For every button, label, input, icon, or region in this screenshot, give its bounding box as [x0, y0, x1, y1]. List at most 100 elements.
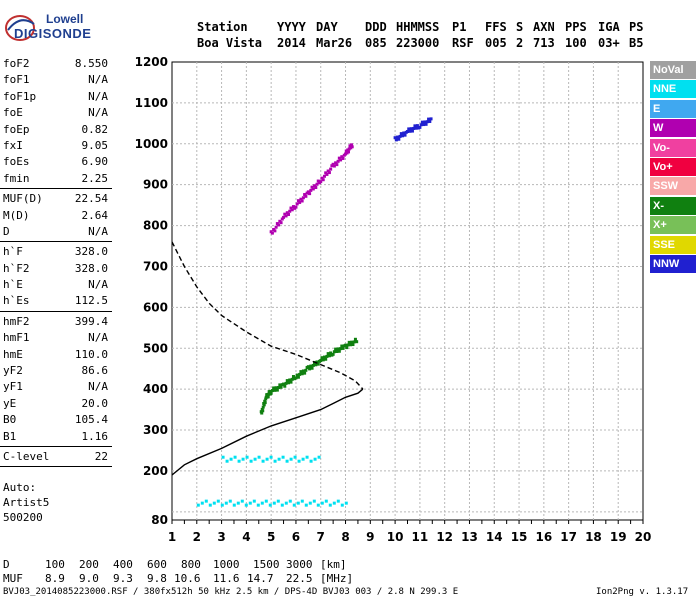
echo-trace-point: [299, 197, 303, 201]
auto-code: 500200: [3, 511, 43, 524]
header-value-year: 2014: [277, 36, 306, 50]
param-row-hmf1: hmF1 N/A: [0, 330, 112, 346]
footer-d-value: 3000: [286, 558, 313, 571]
footer-muf-label: MUF: [3, 572, 23, 585]
footer-muf-value: 11.6: [213, 572, 240, 585]
echo-band-point: [285, 459, 289, 463]
param-row-ye: yE 20.0: [0, 396, 112, 412]
echo-trace-point: [315, 360, 319, 364]
echo-trace-point: [282, 215, 286, 219]
echo-band-point: [344, 501, 348, 505]
echo-trace-point: [347, 340, 351, 344]
echo-trace-point: [336, 159, 340, 163]
param-row-b1: B1 1.16: [0, 429, 112, 445]
footer-muf-value: 10.6: [174, 572, 201, 585]
header-label-pps: PPS: [565, 20, 587, 34]
y-tick-label: 1100: [135, 96, 168, 110]
params-group-virtual-heights: h`F 328.0 h`F2 328.0 h`E N/A h`Es 112.5: [0, 244, 112, 310]
echo-band-point: [296, 501, 300, 505]
param-label: h`Es: [3, 294, 30, 308]
divider: [0, 310, 112, 314]
legend-item-x-minus: X-: [650, 196, 696, 215]
echo-trace-point: [310, 185, 314, 189]
echo-trace-point: [287, 212, 291, 216]
header-value-ddd: 085: [365, 36, 387, 50]
echo-trace-point: [291, 375, 295, 379]
echo-trace-point: [295, 373, 299, 377]
echo-trace-point: [340, 155, 344, 159]
param-value: 105.4: [74, 413, 108, 427]
parameters-panel: foF2 8.550 foF1 N/A foF1p N/A foE N/A foEp 0.…: [0, 56, 112, 469]
echo-trace-point: [353, 337, 357, 341]
echo-trace-point: [327, 171, 331, 175]
echo-trace-point: [290, 208, 294, 212]
echo-band-point: [316, 503, 320, 507]
echo-trace-point: [349, 143, 353, 147]
echo-trace-point: [325, 172, 329, 176]
echo-trace-point: [319, 180, 323, 184]
param-value: 9.05: [81, 138, 109, 152]
echo-trace-point: [347, 150, 351, 154]
echo-trace-point: [331, 162, 335, 166]
echo-band-point: [317, 455, 321, 459]
echo-trace-point: [412, 126, 416, 130]
echo-band-point: [273, 459, 277, 463]
echo-trace-point: [294, 205, 298, 209]
x-tick-label: 5: [267, 530, 275, 544]
echo-trace-point: [345, 346, 349, 350]
param-value: 6.90: [81, 155, 109, 169]
footer-d-value: 200: [79, 558, 99, 571]
echo-trace-point: [407, 127, 411, 131]
echo-trace-point: [306, 190, 310, 194]
echo-trace-point: [288, 209, 292, 213]
echo-trace-point: [410, 129, 414, 133]
x-tick-label: 11: [412, 530, 429, 544]
x-tick-label: 7: [317, 530, 325, 544]
legend-item-e: E: [650, 99, 696, 118]
echo-trace-point: [301, 196, 305, 200]
auto-label: Auto:: [3, 481, 37, 494]
footer-d-value: 600: [147, 558, 167, 571]
grid-layer: [171, 61, 644, 524]
echo-band-point: [320, 501, 324, 505]
footer-muf-value: 9.8: [147, 572, 167, 585]
echo-band-point: [280, 503, 284, 507]
y-tick-label: 80: [151, 513, 168, 527]
x-tick-label: 18: [585, 530, 602, 544]
footer-file-info: BVJ03_2014085223000.RSF / 380fx512h 50 k…: [3, 587, 459, 597]
param-row-fof1: foF1 N/A: [0, 72, 112, 88]
profile-curves: [172, 241, 364, 476]
echo-trace-point: [398, 134, 402, 138]
echo-band-point: [305, 455, 309, 459]
x-tick-label: 10: [387, 530, 404, 544]
param-label: foEs: [3, 155, 30, 169]
param-value: 328.0: [74, 261, 108, 275]
param-label: fmin: [3, 171, 30, 185]
param-row-foep: foEp 0.82: [0, 122, 112, 138]
auto-artist: Artist5: [3, 496, 50, 509]
legend-item-ssw: SSW: [650, 177, 696, 196]
param-row-d: D N/A: [0, 224, 112, 240]
echo-trace-point: [279, 221, 283, 225]
echo-trace-point: [344, 343, 348, 347]
echo-trace-point: [324, 171, 328, 175]
echo-trace-point: [296, 375, 300, 379]
echo-trace-point: [294, 376, 298, 380]
echo-trace-point: [334, 161, 338, 165]
echo-trace-point: [270, 231, 274, 235]
echo-band-point: [309, 459, 313, 463]
param-row-fof1p: foF1p N/A: [0, 89, 112, 105]
true-height-profile-line: [172, 388, 364, 476]
echo-trace-point: [280, 217, 284, 221]
echo-trace-point: [329, 167, 333, 171]
echo-band-point: [276, 499, 280, 503]
echo-band-point: [232, 503, 236, 507]
params-group-frequencies: foF2 8.550 foF1 N/A foF1p N/A foE N/A foEp 0.…: [0, 56, 112, 187]
param-label: yF2: [3, 364, 23, 378]
echo-trace-point: [423, 120, 427, 124]
param-label: M(D): [3, 208, 30, 222]
echo-band-point: [204, 499, 208, 503]
echo-trace-point: [414, 126, 418, 130]
legend-item-w: W: [650, 119, 696, 138]
param-row-mufd: MUF(D) 22.54: [0, 191, 112, 207]
